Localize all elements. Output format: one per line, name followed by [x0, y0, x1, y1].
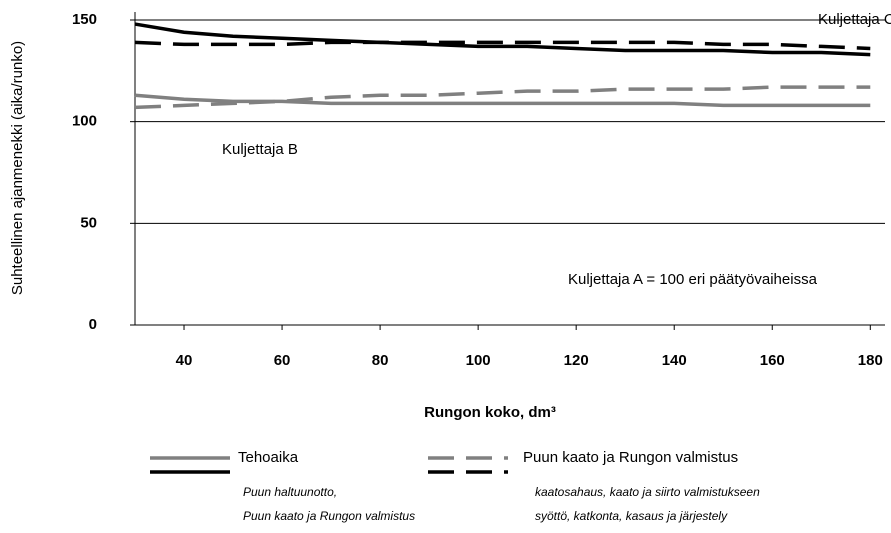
legend-note: syöttö, katkonta, kasaus ja järjestely [535, 509, 728, 523]
legend-note: Puun haltuunotto, [243, 485, 337, 499]
annotation: Kuljettaja B [222, 141, 298, 158]
legend-label: Tehoaika [238, 449, 299, 466]
x-axis-label: Rungon koko, dm³ [424, 404, 556, 421]
x-tick-label: 80 [372, 352, 389, 369]
y-tick-label: 0 [89, 316, 97, 333]
legend-note: kaatosahaus, kaato ja siirto valmistukse… [535, 485, 760, 499]
annotation: Kuljettaja A = 100 eri päätyövaiheissa [568, 271, 818, 288]
series-line [134, 93, 871, 108]
x-tick-label: 100 [466, 352, 491, 369]
x-tick-label: 160 [760, 352, 785, 369]
x-tick-label: 60 [274, 352, 291, 369]
series-line [134, 85, 871, 110]
legend-note: Puun kaato ja Rungon valmistus [243, 509, 415, 523]
y-axis-label: Suhteellinen ajanmenekki (aika/runko) [9, 41, 26, 295]
x-tick-label: 40 [176, 352, 193, 369]
y-tick-label: 150 [72, 11, 97, 28]
x-tick-label: 140 [662, 352, 687, 369]
legend-label: Puun kaato ja Rungon valmistus [523, 449, 738, 466]
series-line [134, 22, 871, 57]
series-line [134, 40, 871, 51]
annotation: Kuljettaja C [818, 11, 891, 28]
x-tick-label: 120 [564, 352, 589, 369]
x-tick-label: 180 [858, 352, 883, 369]
y-tick-label: 100 [72, 113, 97, 130]
y-tick-label: 50 [80, 214, 97, 231]
